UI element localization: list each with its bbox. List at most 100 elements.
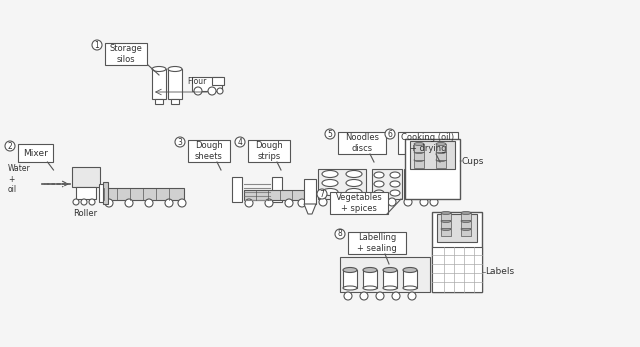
Circle shape	[385, 129, 395, 139]
Ellipse shape	[406, 172, 416, 178]
Bar	[372, 169, 402, 199]
Ellipse shape	[422, 190, 432, 196]
Text: 8: 8	[338, 229, 342, 238]
Bar	[432, 212, 482, 292]
Circle shape	[325, 129, 335, 139]
Bar	[461, 213, 471, 220]
Ellipse shape	[343, 268, 357, 272]
Circle shape	[285, 199, 293, 207]
Circle shape	[430, 198, 438, 206]
Circle shape	[317, 189, 327, 199]
Circle shape	[334, 198, 342, 206]
Ellipse shape	[322, 188, 338, 195]
Bar	[436, 160, 446, 168]
Bar	[212, 77, 224, 85]
FancyBboxPatch shape	[338, 132, 386, 154]
Ellipse shape	[374, 190, 384, 196]
Ellipse shape	[168, 67, 182, 71]
Bar	[403, 270, 417, 288]
Ellipse shape	[414, 151, 424, 153]
FancyBboxPatch shape	[348, 232, 406, 254]
Text: Storage
silos: Storage silos	[109, 44, 143, 64]
Circle shape	[92, 40, 102, 50]
Ellipse shape	[436, 159, 446, 161]
Bar	[232, 177, 242, 202]
Ellipse shape	[363, 268, 377, 272]
Ellipse shape	[461, 228, 471, 230]
Ellipse shape	[374, 181, 384, 187]
Circle shape	[376, 292, 384, 300]
Text: Labelling
+ sealing: Labelling + sealing	[357, 233, 397, 253]
Ellipse shape	[441, 220, 451, 222]
Bar	[272, 177, 282, 202]
Circle shape	[404, 198, 412, 206]
Bar	[318, 169, 366, 199]
Circle shape	[5, 141, 15, 151]
Ellipse shape	[414, 143, 424, 145]
Circle shape	[265, 199, 273, 207]
Circle shape	[81, 199, 87, 205]
Text: Flour: Flour	[188, 76, 207, 85]
Bar	[99, 184, 107, 202]
Circle shape	[335, 229, 345, 239]
Ellipse shape	[322, 179, 338, 186]
Bar	[103, 182, 108, 204]
Ellipse shape	[403, 286, 417, 290]
Bar	[340, 257, 430, 292]
Text: Cooking (oil)
+ drying: Cooking (oil) + drying	[401, 133, 454, 153]
Ellipse shape	[152, 67, 166, 71]
Circle shape	[344, 292, 352, 300]
Text: Noodles
discs: Noodles discs	[345, 133, 379, 153]
Ellipse shape	[406, 190, 416, 196]
Circle shape	[360, 198, 368, 206]
FancyBboxPatch shape	[330, 192, 388, 214]
Circle shape	[105, 199, 113, 207]
Ellipse shape	[390, 181, 400, 187]
Bar	[414, 144, 424, 152]
Circle shape	[145, 199, 153, 207]
Ellipse shape	[436, 143, 446, 145]
Ellipse shape	[390, 190, 400, 196]
Circle shape	[175, 137, 185, 147]
Bar	[171, 99, 179, 104]
Text: 6: 6	[388, 129, 392, 138]
Ellipse shape	[390, 172, 400, 178]
Ellipse shape	[441, 212, 451, 214]
Bar	[410, 141, 455, 169]
Ellipse shape	[461, 212, 471, 214]
Bar	[192, 77, 222, 91]
Text: Water
+
oil: Water + oil	[8, 164, 31, 194]
FancyBboxPatch shape	[105, 43, 147, 65]
Ellipse shape	[322, 170, 338, 178]
Bar	[441, 229, 451, 236]
Bar	[383, 270, 397, 288]
Bar	[441, 221, 451, 228]
Ellipse shape	[363, 286, 377, 290]
Bar	[405, 139, 460, 199]
Circle shape	[208, 87, 216, 95]
Bar	[414, 160, 424, 168]
Text: 2: 2	[8, 142, 12, 151]
Ellipse shape	[422, 172, 432, 178]
Ellipse shape	[346, 170, 362, 178]
Circle shape	[165, 199, 173, 207]
Ellipse shape	[441, 228, 451, 230]
FancyBboxPatch shape	[188, 140, 230, 162]
Text: 3: 3	[177, 137, 182, 146]
Ellipse shape	[406, 181, 416, 187]
Bar	[76, 187, 96, 199]
Circle shape	[125, 199, 133, 207]
Ellipse shape	[414, 159, 424, 161]
Bar	[436, 152, 446, 160]
Bar	[155, 99, 163, 104]
Circle shape	[392, 292, 400, 300]
Circle shape	[373, 198, 381, 206]
Bar	[441, 213, 451, 220]
Bar	[304, 179, 316, 204]
Text: 7: 7	[319, 189, 324, 198]
Circle shape	[194, 87, 202, 95]
Circle shape	[217, 88, 223, 94]
Circle shape	[349, 198, 357, 206]
Bar	[244, 190, 304, 200]
Text: Dough
strips: Dough strips	[255, 141, 283, 161]
